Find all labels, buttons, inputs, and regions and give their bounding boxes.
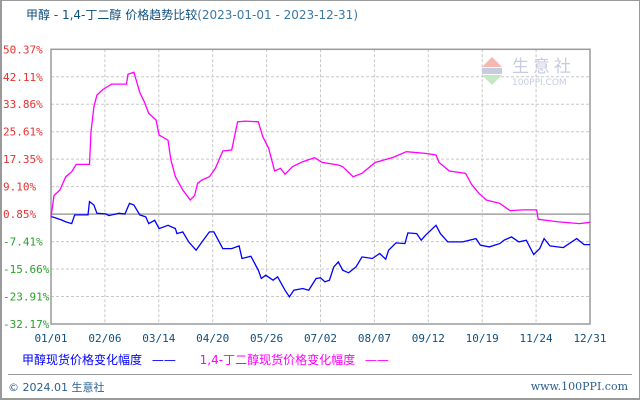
x-tick-label: 11/24 xyxy=(520,332,553,345)
legend: 甲醇现货价格变化幅度 —— 1,4-丁二醇现货价格变化幅度 —— xyxy=(22,351,401,368)
x-tick-label: 04/20 xyxy=(196,332,229,345)
x-tick-label: 10/19 xyxy=(466,332,499,345)
y-tick-label: 42.11% xyxy=(3,71,43,84)
legend-methanol: 甲醇现货价格变化幅度 —— xyxy=(22,353,176,367)
footer-divider xyxy=(8,374,632,375)
legend-line-methanol: —— xyxy=(151,353,176,367)
chart-title: 甲醇 - 1,4-丁二醇 价格趋势比较(2023-01-01 - 2023-12… xyxy=(26,6,358,23)
watermark-logo-down-icon xyxy=(482,75,502,85)
x-tick-label: 02/06 xyxy=(88,332,121,345)
y-tick-label: -15.66% xyxy=(3,263,50,276)
x-tick-label: 03/14 xyxy=(142,332,175,345)
watermark-name: 生意社 xyxy=(512,57,575,77)
series-group xyxy=(50,71,591,298)
x-tick-label: 08/07 xyxy=(358,332,391,345)
watermark-logo-bar xyxy=(482,68,502,74)
grid xyxy=(51,49,590,324)
watermark: 生意社 100PPI.COM xyxy=(482,57,575,88)
title-main: 甲醇 - 1,4-丁二醇 价格趋势比较 xyxy=(26,8,198,22)
axes: 50.37% 42.11% 33.86% 25.61% 17.35% 9.10% 0.85%… xyxy=(3,43,607,345)
copyright: © 2024.01 生意社 xyxy=(8,381,105,394)
y-tick-label: 50.37% xyxy=(3,43,43,56)
series-line-butanediol xyxy=(50,71,591,225)
y-tick-label: -23.91% xyxy=(3,291,50,304)
x-tick-label: 09/12 xyxy=(412,332,445,345)
y-tick-label: -32.17% xyxy=(3,318,50,331)
site-link[interactable]: www.100PPI.com xyxy=(530,380,628,393)
title-date-range: (2023-01-01 - 2023-12-31) xyxy=(197,8,359,22)
watermark-logo-up-icon xyxy=(482,57,502,67)
series-line-methanol xyxy=(51,200,590,298)
legend-line-butanediol: —— xyxy=(364,353,389,367)
x-tick-label: 05/26 xyxy=(250,332,283,345)
y-tick-label: -7.41% xyxy=(3,236,43,249)
x-tick-label: 07/02 xyxy=(304,332,337,345)
y-tick-label: 25.61% xyxy=(3,126,43,139)
x-tick-label: 01/01 xyxy=(34,332,67,345)
y-tick-label: 9.10% xyxy=(3,181,36,194)
plot-border xyxy=(50,48,591,325)
watermark-url: 100PPI.COM xyxy=(512,78,567,88)
x-tick-label: 12/31 xyxy=(573,332,606,345)
y-tick-label: 17.35% xyxy=(3,153,43,166)
y-tick-label: 33.86% xyxy=(3,98,43,111)
legend-butanediol: 1,4-丁二醇现货价格变化幅度 —— xyxy=(199,353,389,367)
y-tick-label: 0.85% xyxy=(3,208,36,221)
